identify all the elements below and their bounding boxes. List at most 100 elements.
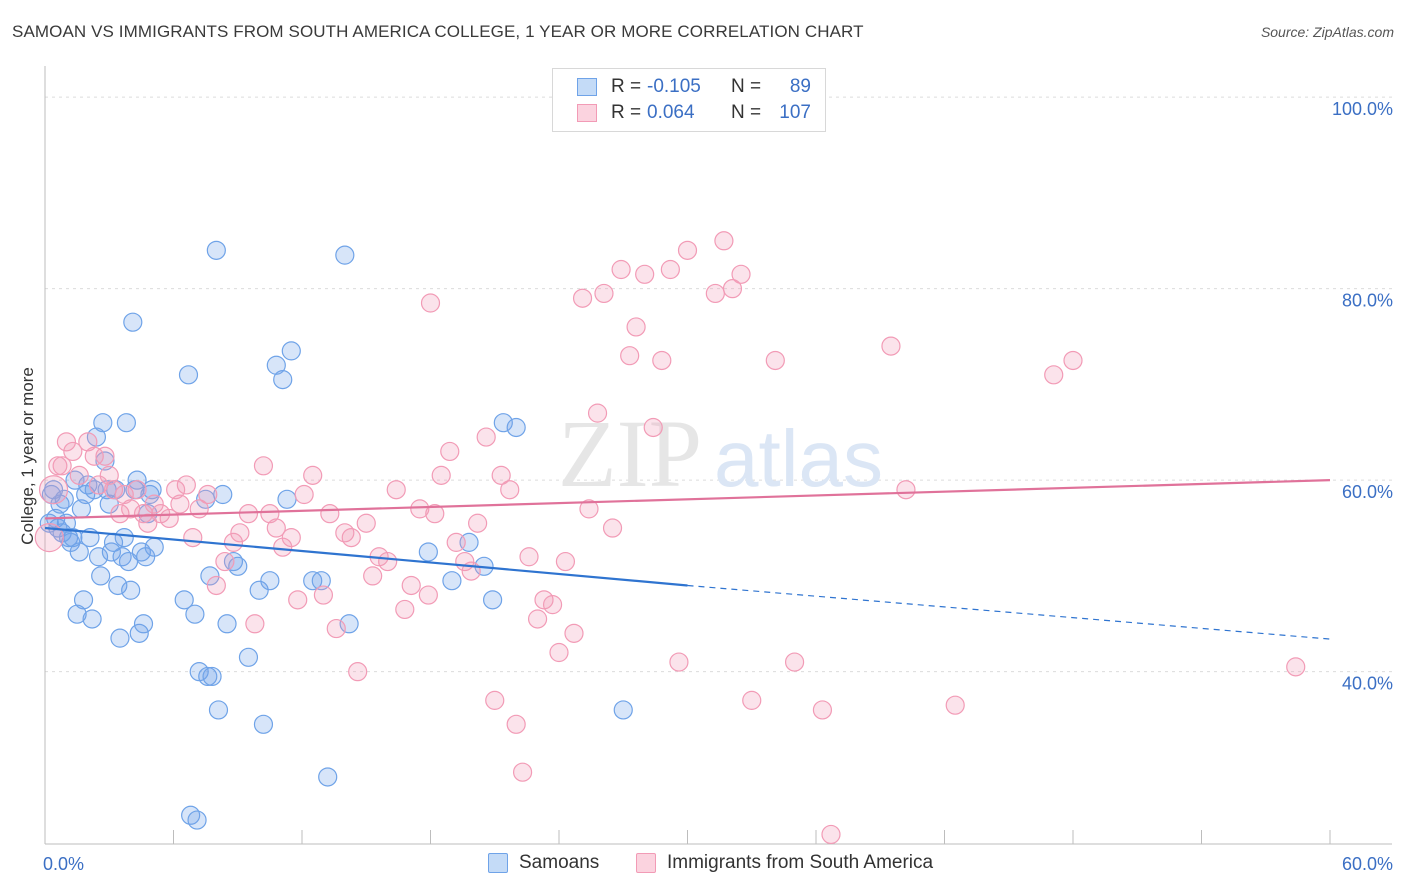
legend-item-samoans[interactable]: Samoans [488, 852, 599, 874]
point-samoans [174, 590, 194, 610]
point-south-america [420, 293, 441, 313]
point-south-america [587, 403, 608, 423]
point-south-america [253, 456, 274, 476]
point-samoans [613, 700, 633, 720]
point-south-america [103, 480, 124, 500]
point-south-america [527, 609, 548, 629]
point-samoans [217, 614, 237, 634]
point-south-america [133, 504, 154, 524]
legend-swatch-samoans [488, 853, 508, 873]
point-south-america [52, 456, 72, 476]
point-samoans [187, 810, 207, 830]
point-south-america [99, 465, 119, 485]
point-south-america [742, 690, 762, 710]
point-south-america [176, 475, 196, 495]
point-south-america [78, 432, 98, 452]
point-south-america [945, 695, 965, 715]
point-samoans [266, 355, 286, 375]
point-south-america [542, 595, 563, 615]
legend-label-samoans: Samoans [519, 852, 600, 873]
point-south-america [245, 614, 265, 634]
n-value: 89 [789, 76, 811, 97]
point-south-america [114, 484, 134, 505]
point-south-america [110, 504, 130, 524]
point-south-america [198, 484, 218, 505]
point-south-america [594, 283, 614, 304]
point-samoans [206, 240, 226, 260]
point-samoans [142, 480, 162, 500]
point-south-america [896, 480, 916, 500]
point-south-america [260, 504, 280, 524]
correlation-stats-box: R = -0.105 N = 89 R = 0.064 N = 107 [552, 68, 826, 132]
point-samoans [121, 580, 141, 600]
point-south-america [491, 465, 511, 485]
point-samoans [73, 590, 94, 610]
point-samoans [82, 609, 102, 629]
point-south-america [206, 575, 226, 596]
point-south-america [127, 480, 147, 500]
point-south-america [294, 484, 314, 505]
point-south-america [519, 547, 539, 567]
r-value: -0.105 [647, 76, 701, 97]
point-south-america [363, 566, 383, 586]
point-south-america [386, 480, 406, 500]
point-samoans [418, 542, 438, 562]
y-tick-label: 80.0% [1342, 291, 1393, 311]
point-samoans [69, 542, 89, 562]
n-label: N = [731, 76, 762, 97]
point-samoans [202, 666, 222, 687]
point-south-america [320, 504, 340, 524]
point-samoans [93, 413, 113, 433]
r-value: 0.064 [647, 102, 695, 123]
point-samoans [91, 566, 111, 586]
point-samoans [238, 647, 259, 667]
point-samoans [311, 571, 331, 591]
trend-line-samoans-projection [687, 584, 1331, 640]
point-south-america [812, 700, 833, 720]
point-south-america [1063, 350, 1083, 371]
r-label: R = [611, 102, 642, 123]
point-samoans [88, 547, 109, 567]
point-south-america [784, 652, 805, 672]
point-south-america [166, 480, 186, 500]
point-south-america [138, 513, 158, 533]
point-south-america [69, 465, 89, 485]
source-credit: Source: ZipAtlas.com [1260, 24, 1394, 40]
point-south-america [506, 714, 526, 734]
point-samoans [200, 566, 220, 586]
point-south-america [500, 480, 520, 500]
point-south-america [705, 283, 725, 304]
n-value: 107 [779, 102, 811, 123]
point-south-america [652, 350, 672, 371]
point-south-america [313, 585, 334, 605]
trend-line-south-america [44, 479, 1331, 520]
point-samoans [114, 527, 134, 548]
point-south-america [572, 288, 593, 308]
point-samoans [110, 628, 130, 648]
point-samoans [228, 556, 248, 576]
point-samoans [277, 489, 297, 509]
point-samoans [198, 666, 218, 687]
point-south-america [555, 551, 576, 572]
point-south-america [63, 441, 83, 462]
legend-item-south-america[interactable]: Immigrants from South America [636, 852, 933, 874]
point-samoans [99, 494, 119, 514]
point-south-america [230, 523, 250, 543]
trend-line-samoans [44, 526, 688, 587]
chart-title: SAMOAN VS IMMIGRANTS FROM SOUTH AMERICA … [12, 22, 864, 41]
point-south-america [401, 575, 421, 596]
point-samoans [318, 767, 338, 787]
point-samoans [281, 341, 301, 361]
axes [44, 66, 1392, 845]
point-south-america [626, 317, 646, 337]
point-south-america [183, 527, 203, 548]
watermark-atlas: atlas [714, 414, 883, 503]
point-south-america [881, 336, 901, 356]
point-samoans [108, 575, 128, 596]
point-samoans [442, 571, 462, 591]
point-south-america [549, 642, 569, 663]
point-south-america [341, 527, 361, 548]
point-south-america [223, 532, 244, 552]
point-samoans [253, 714, 274, 734]
